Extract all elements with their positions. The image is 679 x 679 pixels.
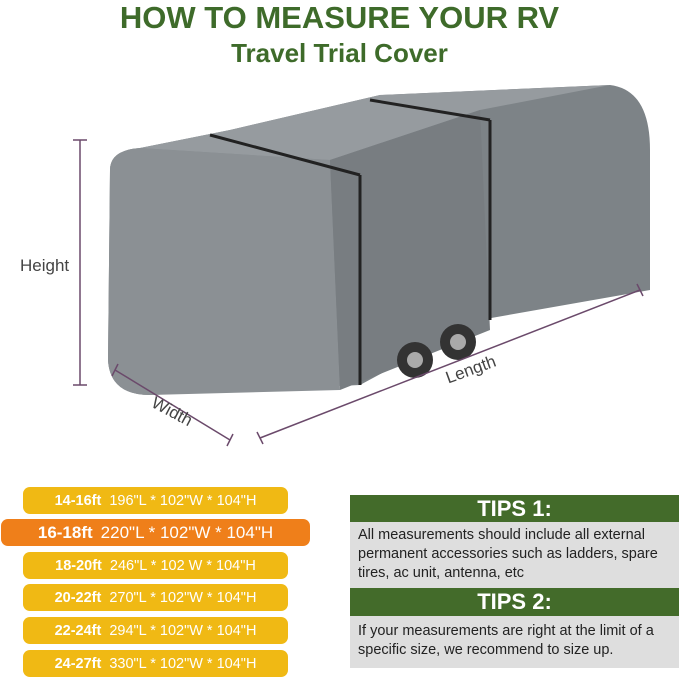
size-row-highlighted: 16-18ft 220"L * 102"W * 104"H	[1, 519, 310, 546]
tips-1-text: All measurements should include all exte…	[350, 522, 679, 588]
size-dims: 246"L * 102 W * 104"H	[109, 557, 256, 574]
size-range: 14-16ft	[54, 492, 102, 509]
size-dims: 270"L * 102"W * 104"H	[109, 589, 257, 606]
size-range: 22-24ft	[54, 622, 102, 639]
tips-2-text: If your measurements are right at the li…	[350, 616, 679, 668]
size-row: 18-20ft 246"L * 102 W * 104"H	[23, 552, 288, 579]
size-dims: 220"L * 102"W * 104"H	[100, 522, 274, 542]
size-dims: 330"L * 102"W * 104"H	[109, 655, 257, 672]
page-title: HOW TO MEASURE YOUR RV	[119, 0, 560, 35]
size-range: 24-27ft	[54, 655, 102, 672]
rv-body	[108, 85, 650, 395]
size-range: 20-22ft	[54, 589, 102, 606]
size-range: 16-18ft	[37, 522, 93, 542]
size-dims: 294"L * 102"W * 104"H	[109, 622, 257, 639]
height-label: Height	[20, 256, 70, 275]
rv-cover-illustration	[73, 85, 650, 447]
size-dims: 196"L * 102"W * 104"H	[109, 492, 257, 509]
size-row: 24-27ft 330"L * 102"W * 104"H	[23, 650, 288, 677]
size-row: 14-16ft 196"L * 102"W * 104"H	[23, 487, 288, 514]
tips-1-title: TIPS 1:	[350, 495, 679, 522]
page-subtitle: Travel Trial Cover	[231, 38, 448, 68]
tips-2-title: TIPS 2:	[350, 588, 679, 616]
size-row: 22-24ft 294"L * 102"W * 104"H	[23, 617, 288, 644]
size-row: 20-22ft 270"L * 102"W * 104"H	[23, 584, 288, 611]
dimension-lines	[73, 139, 644, 447]
size-range: 18-20ft	[55, 557, 102, 574]
